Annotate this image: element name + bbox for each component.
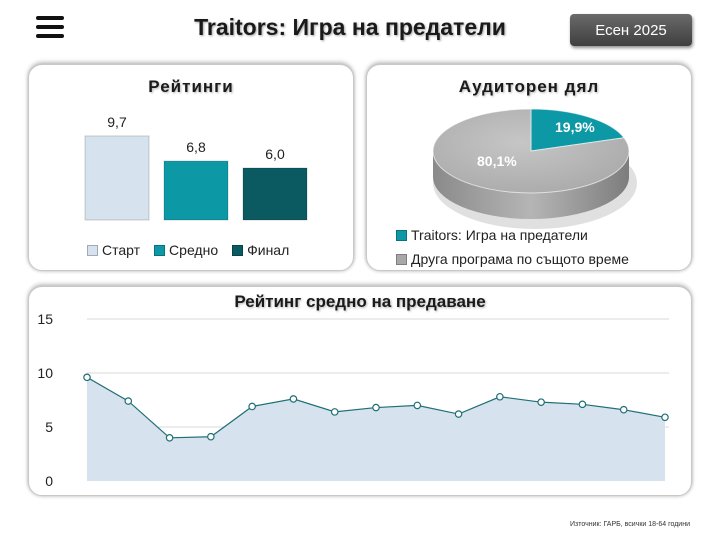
pie-slice-other (432, 108, 630, 194)
legend-item-start: Старт (87, 242, 140, 258)
pie-legend-swatch-other (396, 253, 407, 265)
audience-share-pie-chart: 19,9% 80,1% (432, 108, 637, 229)
ratings-title: Рейтинги (148, 77, 234, 96)
data-point-13 (578, 400, 587, 409)
pie-value-label-other: 80,1% (477, 153, 517, 169)
legend-swatch-final (232, 244, 244, 256)
pie-legend-swatch-traitors (396, 229, 407, 241)
data-point-8 (372, 403, 380, 412)
episode-rating-title: Рейтинг средно на предаване (234, 292, 486, 311)
pie-legend-item-traitors: Traitors: Игра на предатели (396, 227, 588, 243)
legend-swatch-average (154, 244, 166, 256)
bar-value-label-Средно: 6,8 (186, 139, 206, 155)
y-tick-label-5: 5 (45, 419, 53, 435)
episode-rating-panel: Рейтинг средно на предаване 0 5 10 15 (28, 286, 692, 496)
data-point-5 (248, 402, 256, 411)
rating-area (87, 377, 665, 481)
bar-Финал (242, 167, 308, 221)
y-tick-label-0: 0 (45, 473, 53, 489)
data-point-14 (619, 405, 628, 414)
pie-legend-label-other: Друга програма по същото време (411, 251, 629, 267)
data-point-2 (124, 397, 133, 405)
pie-legend-item-other: Друга програма по същото време (396, 251, 629, 267)
y-tick-label-10: 10 (37, 365, 53, 381)
data-point-7 (330, 408, 339, 416)
data-point-10 (454, 410, 463, 418)
data-point-15 (661, 413, 669, 422)
pie-legend-label-traitors: Traitors: Игра на предатели (411, 227, 588, 243)
bar-Старт (84, 135, 150, 221)
ratings-panel: Рейтинги 9,7 6,8 6,0 Старт Средно Финал (28, 64, 354, 271)
pie-value-label-traitors: 19,9% (555, 119, 595, 135)
legend-item-average: Средно (154, 242, 218, 258)
source-footnote: Източник: ГАРБ, всички 18-64 години (570, 521, 690, 528)
pie-slice-traitors (530, 108, 625, 152)
bar-value-label-Старт: 9,7 (107, 114, 127, 130)
data-point-11 (496, 392, 504, 401)
y-tick-label-15: 15 (37, 311, 53, 327)
bar-Средно (163, 160, 229, 221)
hamburger-menu-icon[interactable] (36, 16, 64, 38)
legend-item-final: Финал (232, 242, 289, 258)
episode-rating-area-chart: 0 5 10 15 (37, 311, 669, 489)
data-point-9 (413, 401, 422, 410)
bar-value-label-Финал: 6,0 (265, 146, 285, 162)
legend-swatch-start (87, 244, 98, 256)
ratings-bar-chart: 9,7 6,8 6,0 (84, 114, 308, 221)
legend-label-average: Средно (169, 242, 219, 258)
data-point-12 (537, 398, 545, 406)
audience-share-title: Аудиторен дял (458, 77, 600, 96)
data-point-3 (165, 434, 174, 442)
ratings-legend: Старт Средно Финал (87, 242, 289, 258)
audience-share-panel: Аудиторен дял 19,9% 80,1% (366, 64, 692, 271)
page-title: Traitors: Игра на предатели (194, 14, 506, 40)
legend-label-start: Старт (102, 242, 141, 258)
legend-label-final: Финал (247, 242, 290, 258)
data-point-1 (83, 373, 91, 382)
data-point-6 (289, 395, 298, 403)
pie-side-wall (433, 151, 629, 219)
data-point-4 (207, 432, 215, 441)
season-button[interactable]: Есен 2025 (570, 14, 692, 46)
